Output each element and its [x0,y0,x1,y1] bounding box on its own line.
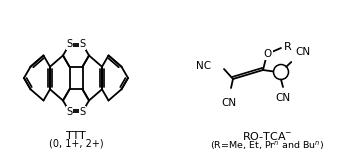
Text: CN: CN [295,47,310,57]
Text: CN: CN [221,98,237,108]
Text: S: S [79,39,86,49]
Text: TTT: TTT [66,131,86,141]
Text: S: S [66,107,73,117]
Text: RO-TCA$^{-}$: RO-TCA$^{-}$ [242,130,292,142]
Text: (R=Me, Et, Pr$^{n}$ and Bu$^{n}$): (R=Me, Et, Pr$^{n}$ and Bu$^{n}$) [210,138,324,152]
Text: (0, 1+, 2+): (0, 1+, 2+) [49,139,103,149]
Text: S: S [79,107,86,117]
Text: NC: NC [196,61,211,71]
Text: CN: CN [275,93,291,103]
Text: R: R [284,42,292,52]
Text: S: S [66,39,73,49]
Text: O: O [264,49,272,59]
